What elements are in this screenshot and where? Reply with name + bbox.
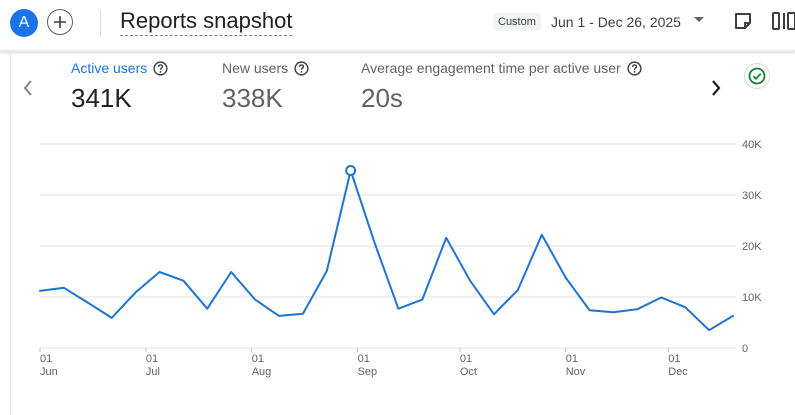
x-tick-day: 01 — [460, 353, 472, 365]
insights-status-badge[interactable] — [744, 63, 770, 89]
data-point[interactable] — [611, 309, 617, 315]
y-tick-label: 0 — [742, 343, 748, 355]
page-title[interactable]: Reports snapshot — [120, 8, 293, 36]
x-tick-month: Jun — [40, 366, 58, 378]
data-point[interactable] — [228, 269, 234, 275]
plus-icon — [54, 16, 66, 28]
data-point[interactable] — [276, 313, 282, 319]
active-users-line-chart: 010K20K30K40K01Jun01Jul01Aug01Sep01Oct01… — [37, 139, 762, 378]
data-point[interactable] — [658, 295, 664, 301]
data-point[interactable] — [634, 306, 640, 312]
top-bar-divider — [0, 50, 795, 52]
metric-label: New users — [222, 58, 309, 78]
x-tick-day: 01 — [252, 353, 264, 365]
data-point[interactable] — [204, 306, 210, 312]
data-point[interactable] — [372, 240, 378, 246]
data-point[interactable] — [682, 304, 688, 310]
series-line-active-users[interactable] — [39, 169, 734, 332]
x-tick-month: Sep — [358, 366, 378, 378]
help-icon[interactable] — [627, 60, 642, 76]
data-point[interactable] — [467, 278, 473, 284]
x-tick-day: 01 — [668, 353, 680, 365]
chevron-right-icon[interactable] — [709, 77, 723, 99]
y-tick-label: 40K — [742, 139, 762, 151]
account-avatar[interactable]: A — [10, 9, 38, 37]
left-rail-divider — [10, 52, 11, 415]
x-tick-month: Nov — [566, 366, 586, 378]
data-point[interactable] — [491, 311, 497, 317]
top-bar: A Reports snapshot Custom Jun 1 - Dec 26… — [0, 0, 795, 46]
x-tick-day: 01 — [40, 353, 52, 365]
data-point[interactable] — [156, 269, 162, 275]
data-point[interactable] — [563, 275, 569, 281]
x-tick-day: 01 — [566, 353, 578, 365]
data-point[interactable] — [419, 297, 425, 303]
data-point[interactable] — [443, 235, 449, 241]
data-point[interactable] — [109, 315, 115, 321]
metric-label: Active users — [71, 58, 168, 78]
y-tick-label: 30K — [742, 190, 762, 202]
help-icon[interactable] — [294, 60, 309, 76]
date-range-picker[interactable]: Jun 1 - Dec 26, 2025 — [551, 14, 681, 30]
metric-label: Average engagement time per active user — [361, 58, 642, 78]
metric-value: 338K — [222, 83, 283, 113]
data-point[interactable] — [180, 278, 186, 284]
chevron-left-icon[interactable] — [21, 77, 35, 99]
metric-label-text: New users — [222, 60, 289, 76]
data-point[interactable] — [706, 327, 712, 333]
metric-value: 341K — [71, 83, 132, 113]
metric-card-engagement-time[interactable]: Average engagement time per active user … — [361, 58, 642, 115]
metric-label-text: Average engagement time per active user — [361, 60, 621, 76]
add-comparison-button[interactable] — [47, 9, 73, 35]
x-tick-month: Dec — [668, 366, 688, 378]
data-point[interactable] — [730, 313, 736, 319]
metric-card-new-users[interactable]: New users 338K — [222, 58, 309, 115]
help-icon[interactable] — [153, 60, 168, 76]
date-range-type-chip: Custom — [493, 13, 541, 31]
data-point[interactable] — [539, 232, 545, 238]
x-tick-month: Aug — [252, 366, 272, 378]
x-tick-day: 01 — [358, 353, 370, 365]
compare-columns-icon[interactable] — [770, 10, 795, 32]
y-tick-label: 20K — [742, 241, 762, 253]
y-tick-label: 10K — [742, 292, 762, 304]
x-tick-month: Oct — [460, 366, 477, 378]
highlighted-data-point[interactable] — [345, 165, 357, 177]
data-point[interactable] — [252, 297, 258, 303]
data-point[interactable] — [85, 300, 91, 306]
data-point[interactable] — [324, 268, 330, 274]
metric-card-active-users[interactable]: Active users 341K — [71, 58, 168, 115]
x-tick-day: 01 — [146, 353, 158, 365]
check-circle-icon — [748, 67, 766, 85]
divider — [100, 10, 101, 36]
metric-value: 20s — [361, 83, 403, 113]
x-tick-month: Jul — [146, 366, 160, 378]
metric-label-text: Active users — [71, 60, 148, 76]
data-point[interactable] — [133, 289, 139, 295]
data-point[interactable] — [587, 307, 593, 313]
data-point[interactable] — [395, 306, 401, 312]
data-point[interactable] — [37, 288, 43, 294]
data-point[interactable] — [61, 285, 67, 291]
caret-down-icon[interactable] — [694, 17, 704, 22]
data-point[interactable] — [515, 287, 521, 293]
data-point[interactable] — [300, 311, 306, 317]
annotation-icon[interactable] — [733, 11, 753, 31]
